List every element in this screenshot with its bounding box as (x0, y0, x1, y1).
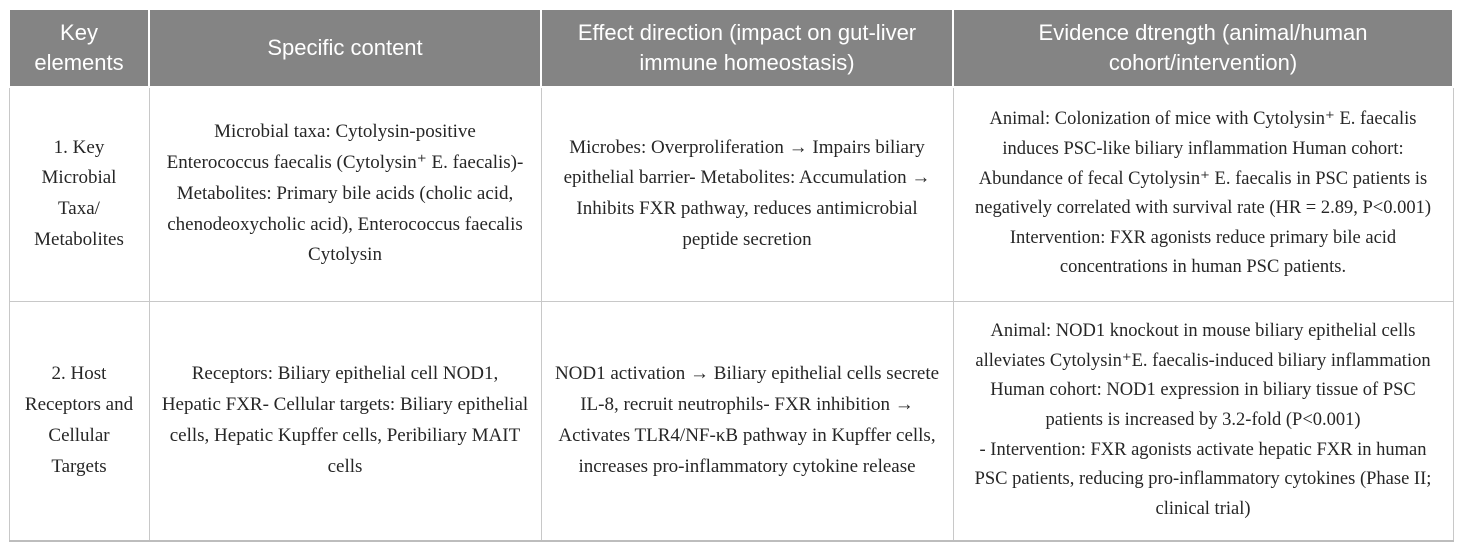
cell-key-element: 1. Key Microbial Taxa/ Metabolites (8, 86, 150, 302)
column-header-effect-direction: Effect direction (impact on gut-liver im… (540, 8, 954, 88)
cell-specific-content: Microbial taxa: Cytolysin-positive Enter… (148, 86, 542, 302)
table-row-microbial-taxa: 1. Key Microbial Taxa/ Metabolites Micro… (8, 86, 1454, 302)
column-header-specific-content: Specific content (148, 8, 542, 88)
table-row-host-receptors: 2. Host Receptors and Cellular Targets R… (8, 300, 1454, 542)
cell-effect-direction: NOD1 activation → Biliary epithelial cel… (540, 300, 954, 542)
cell-evidence-strength: Animal: NOD1 knockout in mouse biliary e… (952, 300, 1454, 542)
column-header-key-elements: Key elements (8, 8, 150, 88)
cell-specific-content: Receptors: Biliary epithelial cell NOD1,… (148, 300, 542, 542)
cell-key-element: 2. Host Receptors and Cellular Targets (8, 300, 150, 542)
evidence-table: Key elements Specific content Effect dir… (8, 8, 1454, 542)
header-row: Key elements Specific content Effect dir… (8, 8, 1454, 88)
column-header-evidence-strength: Evidence dtrength (animal/human cohort/i… (952, 8, 1454, 88)
cell-evidence-strength: Animal: Colonization of mice with Cytoly… (952, 86, 1454, 302)
cell-effect-direction: Microbes: Overproliferation → Impairs bi… (540, 86, 954, 302)
